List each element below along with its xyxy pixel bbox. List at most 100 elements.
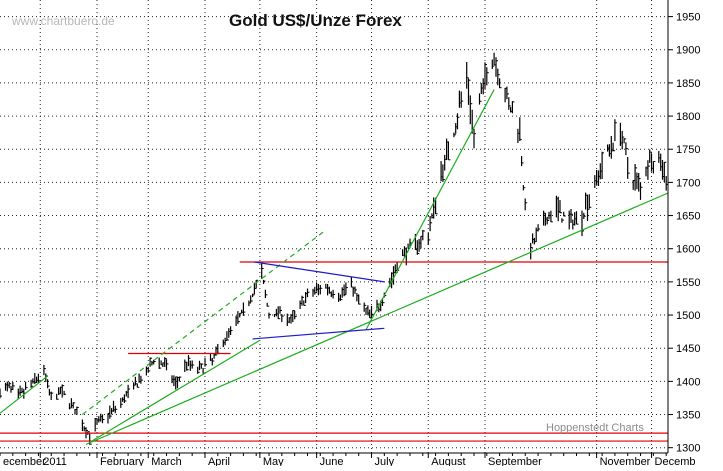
price-bar-58 xyxy=(149,357,153,367)
price-bar-45 xyxy=(114,405,118,414)
y-tick-label-1500: 1500 xyxy=(676,310,700,322)
price-bar-96 xyxy=(248,300,251,307)
price-bar-253 xyxy=(649,149,652,163)
price-bar-195 xyxy=(499,78,502,89)
x-tick-label-6: June xyxy=(320,456,344,466)
price-bar-243 xyxy=(623,138,627,144)
x-tick-label-8: August xyxy=(431,456,465,466)
price-bar-167 xyxy=(429,216,433,232)
x-tick-label-1: 2011 xyxy=(43,456,67,466)
price-bar-95 xyxy=(242,302,246,316)
price-bar-218 xyxy=(559,200,562,214)
price-bar-244 xyxy=(625,142,628,156)
price-bar-249 xyxy=(638,173,641,192)
price-bar-55 xyxy=(140,375,143,384)
y-tick-label-1650: 1650 xyxy=(676,211,700,223)
price-bar-92 xyxy=(237,311,240,325)
price-bar-115 xyxy=(294,310,297,320)
watermark-text: www.chartbuero.de xyxy=(11,14,115,28)
price-bar-31 xyxy=(81,419,85,432)
price-bar-20 xyxy=(50,391,54,400)
price-bar-166 xyxy=(427,233,431,245)
x-tick-label-2: February xyxy=(100,456,145,466)
price-bar-22 xyxy=(57,387,61,395)
price-bar-185 xyxy=(473,128,476,149)
price-bar-98 xyxy=(252,293,255,298)
price-bar-215 xyxy=(550,210,553,223)
price-bar-145 xyxy=(370,305,374,318)
price-bar-206 xyxy=(530,242,533,260)
price-bar-202 xyxy=(519,117,522,141)
price-bar-200 xyxy=(511,101,515,114)
price-bar-68 xyxy=(175,376,178,390)
price-bar-16 xyxy=(43,364,46,376)
y-tick-label-1800: 1800 xyxy=(676,111,700,123)
axis-layer: 1300 1350 1400 1450 1500 1550 1600 1650 1700 1750… xyxy=(0,12,700,468)
price-bar-193 xyxy=(495,57,498,77)
price-bar-141 xyxy=(363,302,367,312)
price-bar-140 xyxy=(358,294,361,305)
plot-frame xyxy=(0,0,669,454)
price-bar-78 xyxy=(200,363,204,369)
x-tick-label-0: ecember xyxy=(3,456,46,466)
price-bar-162 xyxy=(416,240,420,255)
y-tick-label-1750: 1750 xyxy=(676,144,700,156)
price-bar-103 xyxy=(264,289,268,299)
price-bar-108 xyxy=(277,306,281,320)
price-series xyxy=(0,52,669,445)
price-bar-191 xyxy=(491,59,495,69)
y-tick-label-1550: 1550 xyxy=(676,277,700,289)
price-bar-104 xyxy=(266,302,270,307)
trend-line-long xyxy=(85,192,669,445)
x-tick-label-11: Decemb xyxy=(655,456,696,466)
y-tick-label-1400: 1400 xyxy=(676,376,700,388)
y-tick-label-1850: 1850 xyxy=(676,78,700,90)
price-bar-125 xyxy=(319,284,323,295)
price-bar-252 xyxy=(647,160,650,180)
credit-text: Hoppenstedt Charts xyxy=(546,422,644,434)
price-bar-80 xyxy=(204,357,207,367)
price-bar-190 xyxy=(486,67,489,86)
price-bar-70 xyxy=(178,376,182,382)
price-bar-178 xyxy=(456,113,460,130)
price-bar-15 xyxy=(37,373,41,383)
price-bar-135 xyxy=(345,282,348,295)
price-bar-28 xyxy=(72,402,76,409)
price-bar-229 xyxy=(586,194,590,221)
price-bar-90 xyxy=(230,326,233,335)
x-tick-label-3: March xyxy=(151,456,182,466)
price-bar-130 xyxy=(332,289,336,299)
price-bar-197 xyxy=(506,86,509,100)
price-bar-97 xyxy=(250,295,253,303)
price-bar-65 xyxy=(165,359,169,371)
price-bar-114 xyxy=(292,310,295,323)
price-bar-110 xyxy=(281,314,284,323)
price-bar-186 xyxy=(478,93,482,105)
price-bar-82 xyxy=(211,357,215,366)
price-bar-21 xyxy=(56,393,59,400)
price-bar-25 xyxy=(63,390,67,396)
price-bar-240 xyxy=(614,119,617,142)
price-bar-93 xyxy=(239,312,242,318)
x-tick-label-4: April xyxy=(208,456,230,466)
price-bar-176 xyxy=(453,132,456,138)
price-bar-222 xyxy=(570,209,573,223)
y-tick-label-1300: 1300 xyxy=(676,443,700,455)
price-bar-3 xyxy=(8,381,12,389)
price-bar-205 xyxy=(524,198,528,211)
price-bar-109 xyxy=(279,306,282,314)
y-tick-label-1600: 1600 xyxy=(676,244,700,256)
y-tick-label-1350: 1350 xyxy=(676,410,700,422)
price-bar-30 xyxy=(76,406,79,415)
price-bar-189 xyxy=(484,62,487,90)
price-bar-247 xyxy=(634,164,638,191)
price-bar-50 xyxy=(127,384,131,399)
price-bar-132 xyxy=(339,294,343,301)
price-bar-64 xyxy=(164,357,167,367)
price-bar-75 xyxy=(191,360,195,369)
price-bar-204 xyxy=(522,185,526,191)
price-bar-175 xyxy=(447,141,451,161)
y-tick-label-1450: 1450 xyxy=(676,343,700,355)
